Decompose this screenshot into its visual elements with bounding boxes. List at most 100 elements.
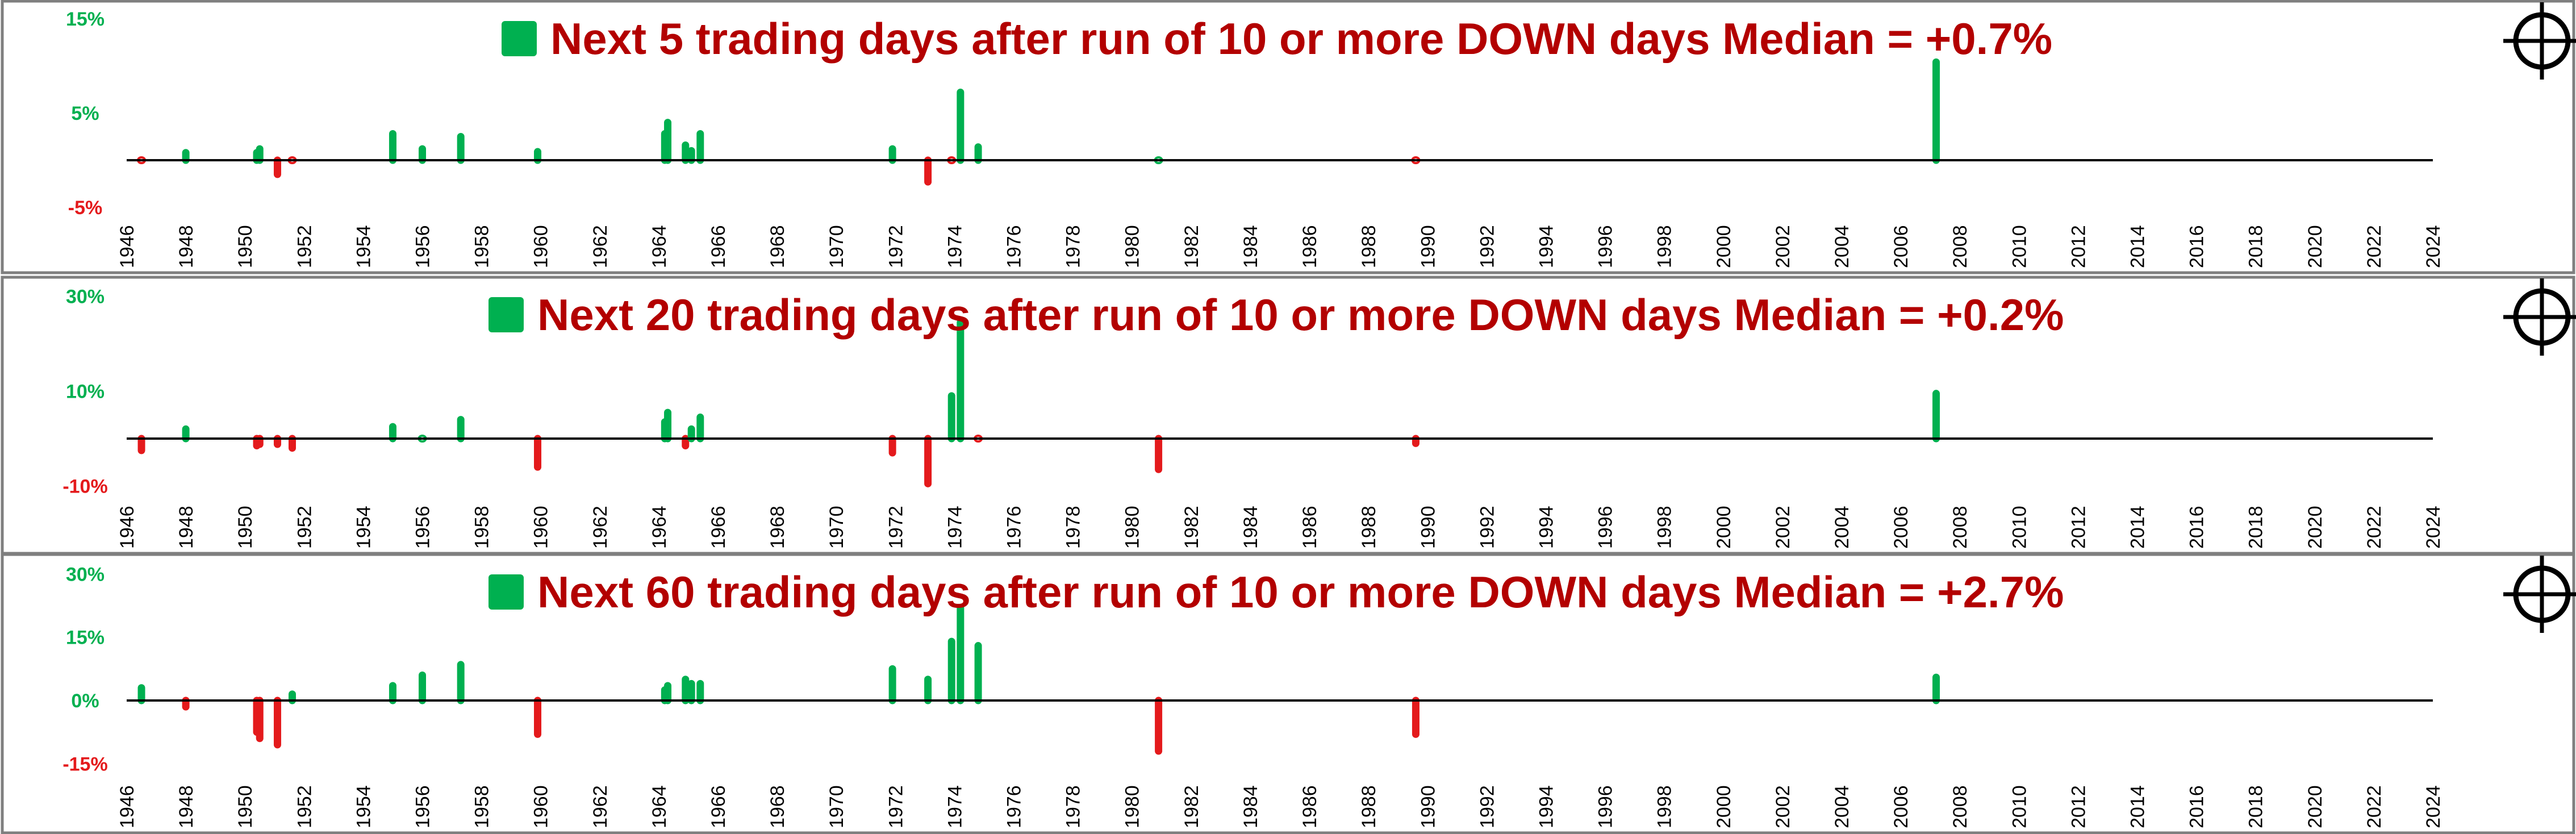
- x-tick-label: 1996: [1595, 225, 1617, 268]
- panel-frame: [1, 0, 2575, 274]
- x-tick-label: 1966: [708, 225, 729, 268]
- x-tick-label: 2002: [1772, 785, 1794, 828]
- y-tick-label: 15%: [66, 627, 105, 649]
- x-tick-label: 1992: [1476, 506, 1498, 549]
- x-tick-label: 1960: [531, 225, 552, 268]
- x-tick-label: 1996: [1595, 785, 1617, 828]
- x-tick-label: 1984: [1240, 785, 1262, 828]
- x-tick-label: 1994: [1535, 506, 1557, 549]
- crosshair-target-icon[interactable]: [2503, 278, 2576, 356]
- crosshair-target-icon[interactable]: [2503, 2, 2576, 80]
- x-tick-label: 1952: [294, 506, 315, 549]
- x-tick-label: 1994: [1535, 225, 1557, 268]
- x-tick-label: 1968: [767, 506, 788, 549]
- panel-frame: [1, 276, 2575, 555]
- x-tick-label: 2020: [2304, 506, 2326, 549]
- y-tick-label: -10%: [62, 476, 107, 498]
- x-tick-label: 2010: [2009, 225, 2030, 268]
- y-tick-label: 10%: [66, 381, 105, 403]
- x-tick-label: 1982: [1181, 225, 1203, 268]
- x-tick-label: 2018: [2245, 225, 2267, 268]
- x-tick-label: 1978: [1063, 225, 1084, 268]
- x-tick-label: 1986: [1299, 785, 1321, 828]
- x-tick-label: 1950: [235, 225, 256, 268]
- x-tick-label: 1988: [1358, 506, 1380, 549]
- x-tick-label: 2016: [2186, 785, 2208, 828]
- x-tick-label: 1970: [826, 506, 847, 549]
- x-tick-label: 1948: [176, 785, 197, 828]
- x-tick-label: 1960: [531, 785, 552, 828]
- x-tick-label: 1986: [1299, 506, 1321, 549]
- x-tick-label: 2024: [2423, 225, 2444, 268]
- x-tick-label: 1962: [590, 785, 611, 828]
- x-tick-label: 1954: [353, 785, 374, 828]
- x-tick-label: 2014: [2127, 785, 2148, 828]
- y-tick-label: 30%: [66, 286, 105, 308]
- x-tick-label: 2006: [1890, 506, 1912, 549]
- x-tick-label: 2000: [1713, 225, 1735, 268]
- panel-frame: [1, 553, 2575, 834]
- x-tick-label: 1958: [471, 506, 493, 549]
- x-tick-label: 1966: [708, 506, 729, 549]
- x-tick-label: 1992: [1476, 785, 1498, 828]
- x-tick-label: 1972: [885, 506, 907, 549]
- green-square-legend-icon: [502, 21, 537, 56]
- x-tick-label: 1958: [471, 225, 493, 268]
- chart-panel-3: 30% 15% 0% -15% 1946 1948 1950 1952 1954 1956 1958…: [1, 553, 2576, 834]
- x-tick-label: 1990: [1417, 506, 1439, 549]
- chart-title: Next 5 trading days after run of 10 or m…: [550, 14, 2052, 64]
- x-tick-label: 1988: [1358, 785, 1380, 828]
- x-tick-label: 2014: [2127, 225, 2148, 268]
- chart-title: Next 20 trading days after run of 10 or …: [537, 290, 2064, 340]
- x-tick-label: 1982: [1181, 506, 1203, 549]
- x-tick-label: 2016: [2186, 225, 2208, 268]
- chart-title: Next 60 trading days after run of 10 or …: [537, 567, 2064, 617]
- x-tick-label: 1958: [471, 785, 493, 828]
- green-square-legend-icon: [489, 574, 524, 610]
- x-tick-label: 2004: [1831, 506, 1853, 549]
- x-tick-label: 1964: [649, 506, 670, 549]
- x-tick-label: 1950: [235, 506, 256, 549]
- x-tick-label: 1964: [649, 785, 670, 828]
- x-tick-label: 1966: [708, 785, 729, 828]
- x-tick-label: 1974: [944, 506, 966, 549]
- x-tick-label: 1976: [1004, 506, 1025, 549]
- x-tick-label: 1956: [412, 225, 434, 268]
- y-tick-label: 0%: [71, 690, 99, 712]
- x-tick-label: 1976: [1004, 785, 1025, 828]
- x-tick-label: 2006: [1890, 785, 1912, 828]
- x-tick-label: 2006: [1890, 225, 1912, 268]
- x-tick-label: 1948: [176, 225, 197, 268]
- x-tick-label: 1970: [826, 785, 847, 828]
- x-tick-label: 1984: [1240, 225, 1262, 268]
- x-tick-label: 1994: [1535, 785, 1557, 828]
- x-tick-label: 1972: [885, 785, 907, 828]
- x-tick-label: 1968: [767, 225, 788, 268]
- x-tick-label: 2024: [2423, 785, 2444, 828]
- x-tick-label: 2022: [2364, 225, 2385, 268]
- x-tick-label: 1952: [294, 225, 315, 268]
- x-tick-label: 1972: [885, 225, 907, 268]
- x-tick-label: 2012: [2068, 225, 2089, 268]
- x-tick-label: 1974: [944, 225, 966, 268]
- x-tick-label: 1946: [116, 785, 138, 828]
- x-tick-label: 2004: [1831, 225, 1853, 268]
- x-tick-label: 2016: [2186, 506, 2208, 549]
- x-tick-label: 1964: [649, 225, 670, 268]
- x-tick-label: 1950: [235, 785, 256, 828]
- x-tick-label: 1998: [1654, 506, 1676, 549]
- x-tick-label: 1986: [1299, 225, 1321, 268]
- x-tick-label: 1974: [944, 785, 966, 828]
- x-tick-label: 1948: [176, 506, 197, 549]
- x-tick-label: 1980: [1122, 225, 1143, 268]
- x-tick-label: 1980: [1122, 785, 1143, 828]
- x-tick-label: 1998: [1654, 785, 1676, 828]
- crosshair-target-icon[interactable]: [2503, 556, 2576, 633]
- x-tick-label: 2020: [2304, 225, 2326, 268]
- y-tick-label: -15%: [62, 753, 107, 775]
- x-tick-label: 2014: [2127, 506, 2148, 549]
- x-tick-label: 1962: [590, 506, 611, 549]
- x-tick-label: 2000: [1713, 506, 1735, 549]
- x-tick-label: 1990: [1417, 225, 1439, 268]
